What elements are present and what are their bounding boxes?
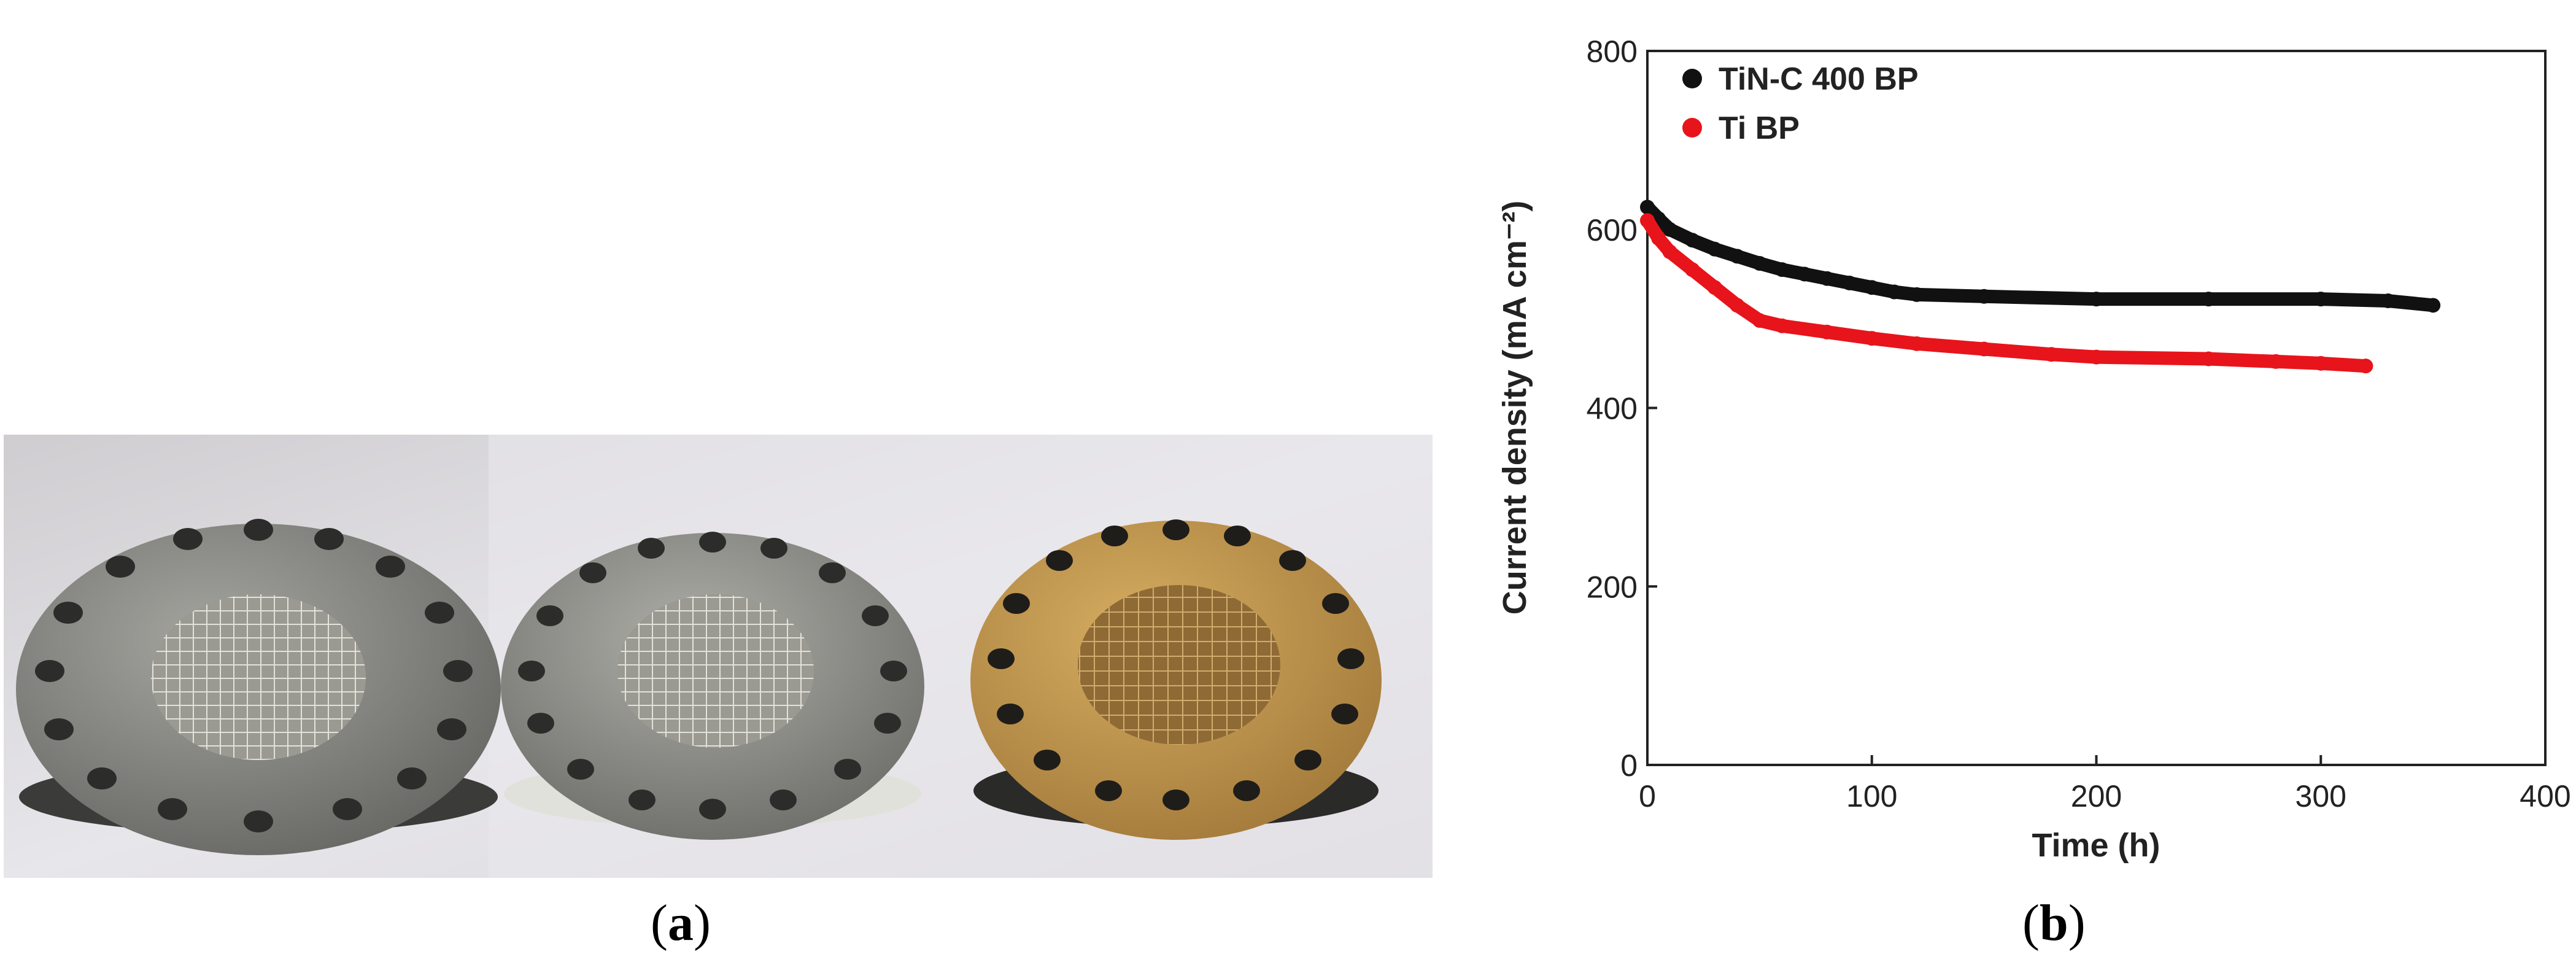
plates-photo-illustration bbox=[4, 435, 1433, 878]
plate-2 bbox=[501, 532, 924, 840]
plate-1 bbox=[16, 519, 501, 855]
data-point bbox=[1797, 266, 1812, 282]
data-point bbox=[1774, 262, 1790, 277]
series-layer bbox=[1640, 200, 2441, 374]
data-point bbox=[1864, 280, 1879, 295]
data-point bbox=[1662, 222, 1677, 237]
data-point bbox=[1774, 318, 1790, 333]
data-point bbox=[1842, 275, 1857, 290]
y-tick-label: 400 bbox=[1587, 392, 1638, 426]
x-axis-ticks: 0 100 200 300 400 bbox=[1639, 755, 2571, 813]
data-point bbox=[2201, 351, 2216, 367]
chart-svg: 0 200 400 600 800 0 100 200 300 400 Time (h) Cur… bbox=[1496, 34, 2571, 864]
legend: TiN-C 400 BP Ti BP bbox=[1682, 61, 1919, 146]
data-point bbox=[1662, 244, 1677, 260]
data-point bbox=[1976, 341, 1992, 357]
legend-marker-ti bbox=[1682, 118, 1702, 138]
legend-marker-tin-c bbox=[1682, 69, 1702, 88]
caption-a: (a) bbox=[651, 894, 711, 952]
data-point bbox=[2358, 359, 2373, 374]
data-point bbox=[2313, 355, 2329, 371]
data-point bbox=[1685, 262, 1700, 277]
caption-b: (b) bbox=[2022, 894, 2086, 952]
data-point bbox=[1685, 233, 1700, 248]
data-point bbox=[1752, 313, 1767, 328]
plate-3 bbox=[970, 519, 1382, 840]
data-point bbox=[2380, 293, 2396, 309]
y-axis-ticks: 0 200 400 600 800 bbox=[1587, 34, 1657, 783]
caption-b-letter: b bbox=[2039, 894, 2068, 952]
series-1 bbox=[1640, 213, 2373, 374]
data-point bbox=[1752, 255, 1767, 271]
caption-a-letter: a bbox=[667, 894, 694, 952]
data-point bbox=[2089, 292, 2104, 307]
data-point bbox=[1707, 241, 1722, 257]
data-point bbox=[2269, 354, 2284, 369]
data-point bbox=[1730, 249, 1745, 264]
data-point bbox=[1909, 287, 1924, 302]
data-point bbox=[2089, 349, 2104, 365]
current-density-chart: 0 200 400 600 800 0 100 200 300 400 Time (h) Cur… bbox=[1485, 18, 2572, 902]
data-point bbox=[1909, 336, 1924, 351]
data-point bbox=[1707, 280, 1722, 295]
data-point bbox=[1976, 289, 1992, 304]
y-tick-label: 0 bbox=[1620, 748, 1638, 783]
data-point bbox=[1640, 213, 1655, 228]
x-tick-label: 200 bbox=[2071, 779, 2122, 813]
data-point bbox=[2313, 292, 2329, 307]
data-point bbox=[1730, 298, 1745, 313]
data-point bbox=[1640, 200, 1655, 215]
y-axis-label: Current density (mA cm⁻²) bbox=[1496, 201, 1533, 615]
y-tick-label: 200 bbox=[1587, 570, 1638, 604]
legend-label-tin-c: TiN-C 400 BP bbox=[1719, 61, 1919, 97]
data-point bbox=[1651, 231, 1666, 246]
x-axis-label: Time (h) bbox=[2032, 827, 2160, 864]
plot-area-frame bbox=[1646, 50, 2547, 766]
x-tick-label: 400 bbox=[2520, 779, 2570, 813]
x-tick-label: 100 bbox=[1846, 779, 1897, 813]
y-tick-label: 600 bbox=[1587, 213, 1638, 247]
series-0 bbox=[1640, 200, 2441, 313]
data-point bbox=[1819, 271, 1835, 286]
data-point bbox=[2426, 298, 2441, 313]
legend-label-ti: Ti BP bbox=[1719, 111, 1800, 146]
data-point bbox=[1887, 284, 1902, 300]
data-point bbox=[2044, 347, 2059, 362]
y-tick-label: 800 bbox=[1587, 34, 1638, 69]
data-point bbox=[1864, 331, 1879, 346]
series-band bbox=[1641, 200, 2440, 312]
data-point bbox=[2201, 292, 2216, 307]
data-point bbox=[1819, 324, 1835, 339]
x-tick-label: 0 bbox=[1639, 779, 1656, 813]
x-tick-label: 300 bbox=[2296, 779, 2346, 813]
bipolar-plates-photo bbox=[4, 435, 1433, 878]
